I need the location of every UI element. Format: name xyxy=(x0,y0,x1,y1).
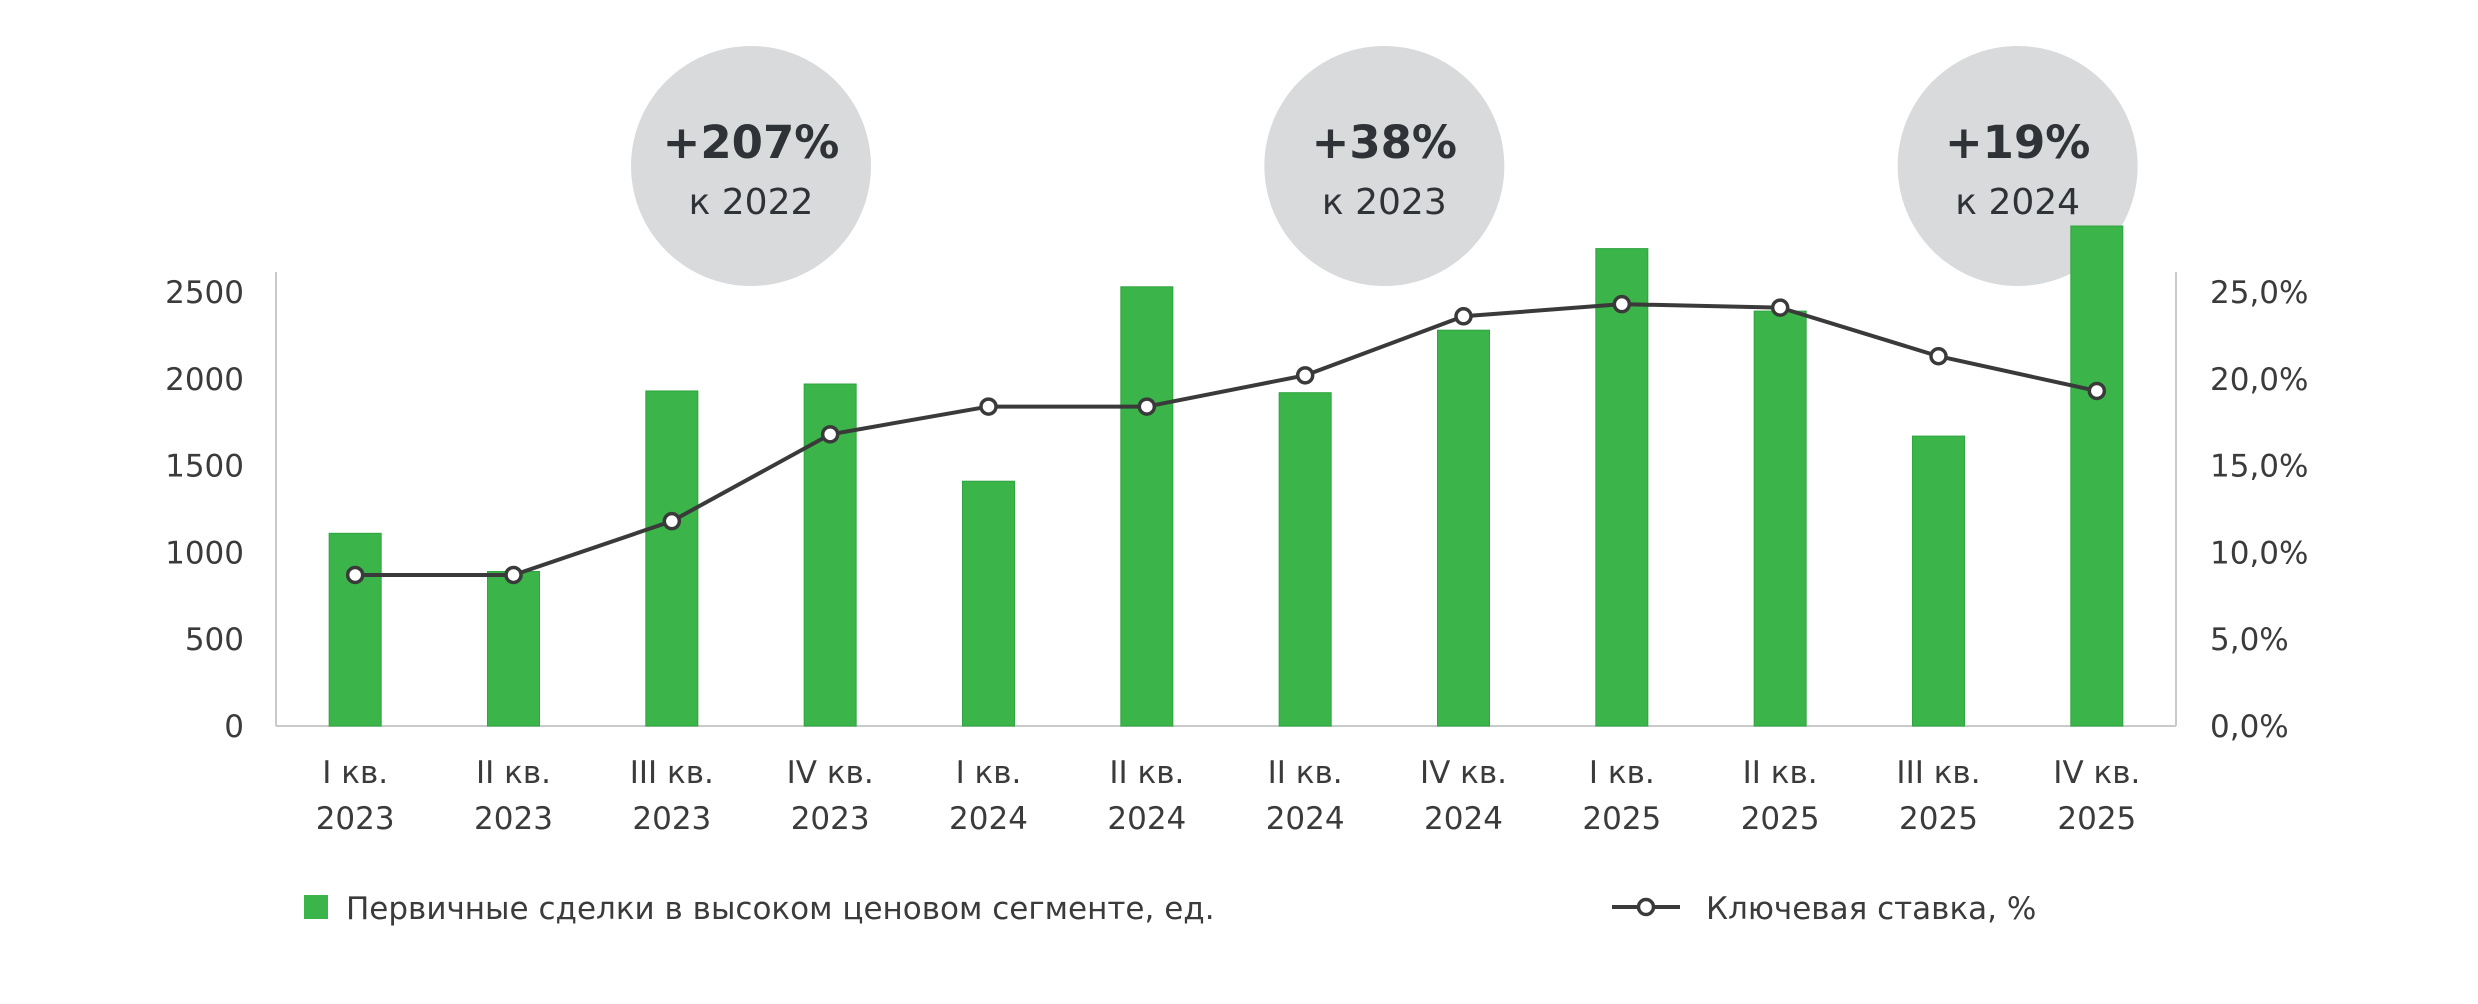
x-tick-label-year: 2023 xyxy=(791,801,870,837)
y-left-tick-label: 1500 xyxy=(165,449,244,485)
bar xyxy=(1437,329,1490,727)
bar-series xyxy=(328,225,2124,727)
y-axis-right-ticks: 0,0% 5,0% 10,0% 15,0% 20,0% 25,0% xyxy=(2210,275,2308,745)
x-tick-label-quarter: I кв. xyxy=(322,755,388,791)
x-tick-label-quarter: II кв. xyxy=(1109,755,1184,791)
x-tick-label-year: 2024 xyxy=(1107,801,1186,837)
line-point xyxy=(345,565,365,585)
line-point xyxy=(1929,346,1948,366)
annotation-label: к 2022 xyxy=(689,182,814,223)
line-point xyxy=(1454,307,1473,326)
bar xyxy=(487,570,540,727)
annotation-value: +19% xyxy=(1945,116,2090,169)
annotation-circle xyxy=(631,46,871,286)
line-point xyxy=(504,565,523,585)
line-point xyxy=(1137,397,1157,416)
x-tick-label-quarter: IV кв. xyxy=(1420,755,1507,791)
x-tick-label-quarter: II кв. xyxy=(1268,755,1343,791)
bar xyxy=(962,480,1015,727)
annotation-label: к 2023 xyxy=(1322,182,1447,223)
bar xyxy=(1753,310,1807,727)
x-tick-label-quarter: II кв. xyxy=(1743,755,1818,791)
legend-bar-label: Первичные сделки в высоком ценовом сегме… xyxy=(346,891,1215,927)
y-left-tick-label: 0 xyxy=(224,709,244,745)
axes xyxy=(275,272,2177,727)
x-tick-label-quarter: III кв. xyxy=(630,755,714,791)
y-left-tick-label: 1000 xyxy=(165,535,244,571)
y-right-tick-label: 10,0% xyxy=(2210,535,2308,571)
bar xyxy=(645,390,699,727)
y-right-tick-label: 25,0% xyxy=(2210,275,2308,311)
y-left-tick-label: 500 xyxy=(185,622,244,658)
bar xyxy=(328,532,382,727)
legend-bar-swatch xyxy=(304,895,328,919)
x-tick-label-quarter: II кв. xyxy=(476,755,551,791)
bar xyxy=(1912,435,1965,727)
x-tick-label-quarter: III кв. xyxy=(1896,755,1980,791)
line-series xyxy=(345,294,2107,585)
x-tick-label-quarter: IV кв. xyxy=(787,755,874,791)
x-tick-label-year: 2025 xyxy=(1741,801,1820,837)
annotation-circle xyxy=(1264,46,1505,286)
x-tick-label-year: 2023 xyxy=(316,801,395,837)
y-right-tick-label: 15,0% xyxy=(2210,449,2308,485)
annotation-label: к 2024 xyxy=(1955,182,2080,223)
legend: Первичные сделки в высоком ценовом сегме… xyxy=(304,891,2036,927)
annotations: +207% к 2022 +38% к 2023 +19% к 2024 xyxy=(631,46,2138,286)
line-point xyxy=(1770,298,1790,317)
bar xyxy=(2070,225,2124,727)
x-tick-label-year: 2023 xyxy=(632,801,711,837)
bar xyxy=(1278,392,1332,727)
y-right-tick-label: 5,0% xyxy=(2210,622,2289,658)
x-tick-label-year: 2024 xyxy=(949,801,1028,837)
legend-line-label: Ключевая ставка, % xyxy=(1706,891,2036,927)
x-tick-label-year: 2024 xyxy=(1266,801,1345,837)
x-axis-labels: I кв. 2023 II кв. 2023 III кв. 2023 IV кв. 2023… xyxy=(316,755,2141,837)
x-tick-label-year: 2025 xyxy=(1582,801,1661,837)
bar xyxy=(1120,286,1174,727)
series-line xyxy=(355,302,2098,577)
x-tick-label-year: 2025 xyxy=(1899,801,1978,837)
line-point xyxy=(820,425,840,444)
x-tick-label-quarter: I кв. xyxy=(1589,755,1655,791)
annotation-value: +38% xyxy=(1312,116,1457,169)
line-point xyxy=(2087,381,2107,401)
x-tick-label-quarter: IV кв. xyxy=(2053,755,2140,791)
line-point xyxy=(1295,366,1315,385)
x-tick-label-year: 2023 xyxy=(474,801,553,837)
x-tick-label-quarter: I кв. xyxy=(956,755,1022,791)
y-axis-left-ticks: 0 500 1000 1500 2000 2500 xyxy=(165,275,244,745)
y-right-tick-label: 0,0% xyxy=(2210,709,2289,745)
line-point xyxy=(1612,294,1632,314)
annotation-value: +207% xyxy=(663,116,840,169)
x-tick-label-year: 2025 xyxy=(2057,801,2136,837)
line-point xyxy=(662,511,682,531)
bar xyxy=(1595,248,1649,727)
y-left-tick-label: 2500 xyxy=(165,275,244,311)
line-point xyxy=(979,397,998,416)
legend-line-marker xyxy=(1636,897,1656,917)
y-right-tick-label: 20,0% xyxy=(2210,362,2308,398)
y-left-tick-label: 2000 xyxy=(165,362,244,398)
x-tick-label-year: 2024 xyxy=(1424,801,1503,837)
